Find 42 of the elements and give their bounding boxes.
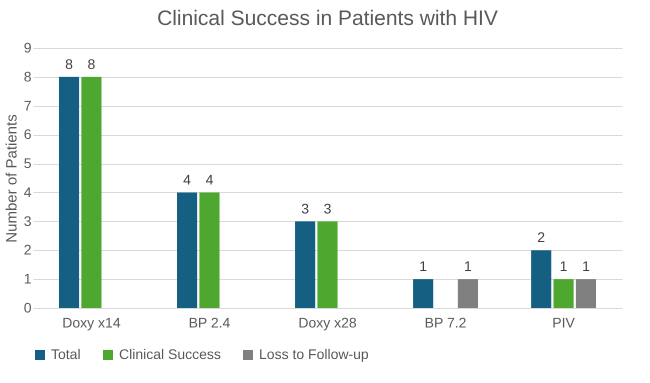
- x-tick-label: BP 2.4: [188, 314, 231, 330]
- bar: [317, 221, 338, 308]
- bar: [58, 76, 80, 308]
- bar: [413, 279, 434, 308]
- y-tick-label: 8: [24, 68, 32, 84]
- y-tick-label: 6: [24, 126, 32, 142]
- x-tick-label: PIV: [552, 314, 576, 330]
- data-label: 8: [65, 56, 74, 72]
- data-label: 3: [301, 200, 310, 216]
- data-label: 4: [206, 171, 214, 188]
- y-tick-label: 3: [24, 212, 32, 229]
- bar: [554, 279, 574, 308]
- y-tick-label: 0: [24, 300, 32, 316]
- y-tick-label: 2: [24, 242, 32, 258]
- y-tick-label: 1: [24, 270, 32, 287]
- y-axis-title: Number of Patients: [4, 114, 21, 243]
- y-tick-label: 4: [24, 184, 32, 200]
- bar: [177, 192, 198, 308]
- y-tick-label: 5: [24, 155, 32, 172]
- legend-label: Loss to Follow-up: [259, 346, 369, 362]
- chart-title: Clinical Success in Patients with HIV: [157, 7, 498, 30]
- legend-label: Total: [51, 346, 81, 362]
- bar: [531, 250, 552, 308]
- data-label: 1: [582, 258, 590, 274]
- data-label: 3: [324, 200, 332, 216]
- data-label: 1: [464, 258, 472, 274]
- bar: [576, 279, 596, 308]
- data-label: 4: [183, 171, 192, 188]
- bar: [295, 221, 316, 308]
- legend-label: Clinical Success: [119, 346, 221, 362]
- data-label: 1: [560, 258, 568, 274]
- y-tick-label: 9: [24, 40, 32, 56]
- x-tick-label: Doxy x14: [62, 314, 121, 330]
- data-label: 1: [419, 258, 428, 274]
- data-label: 2: [537, 229, 546, 246]
- bar: [199, 192, 220, 308]
- data-label: 8: [88, 56, 96, 72]
- bar: [81, 76, 102, 308]
- bar: [458, 279, 478, 308]
- x-tick-label: BP 7.2: [424, 314, 467, 330]
- y-tick-label: 7: [24, 97, 32, 114]
- x-tick-label: Doxy x28: [298, 314, 357, 330]
